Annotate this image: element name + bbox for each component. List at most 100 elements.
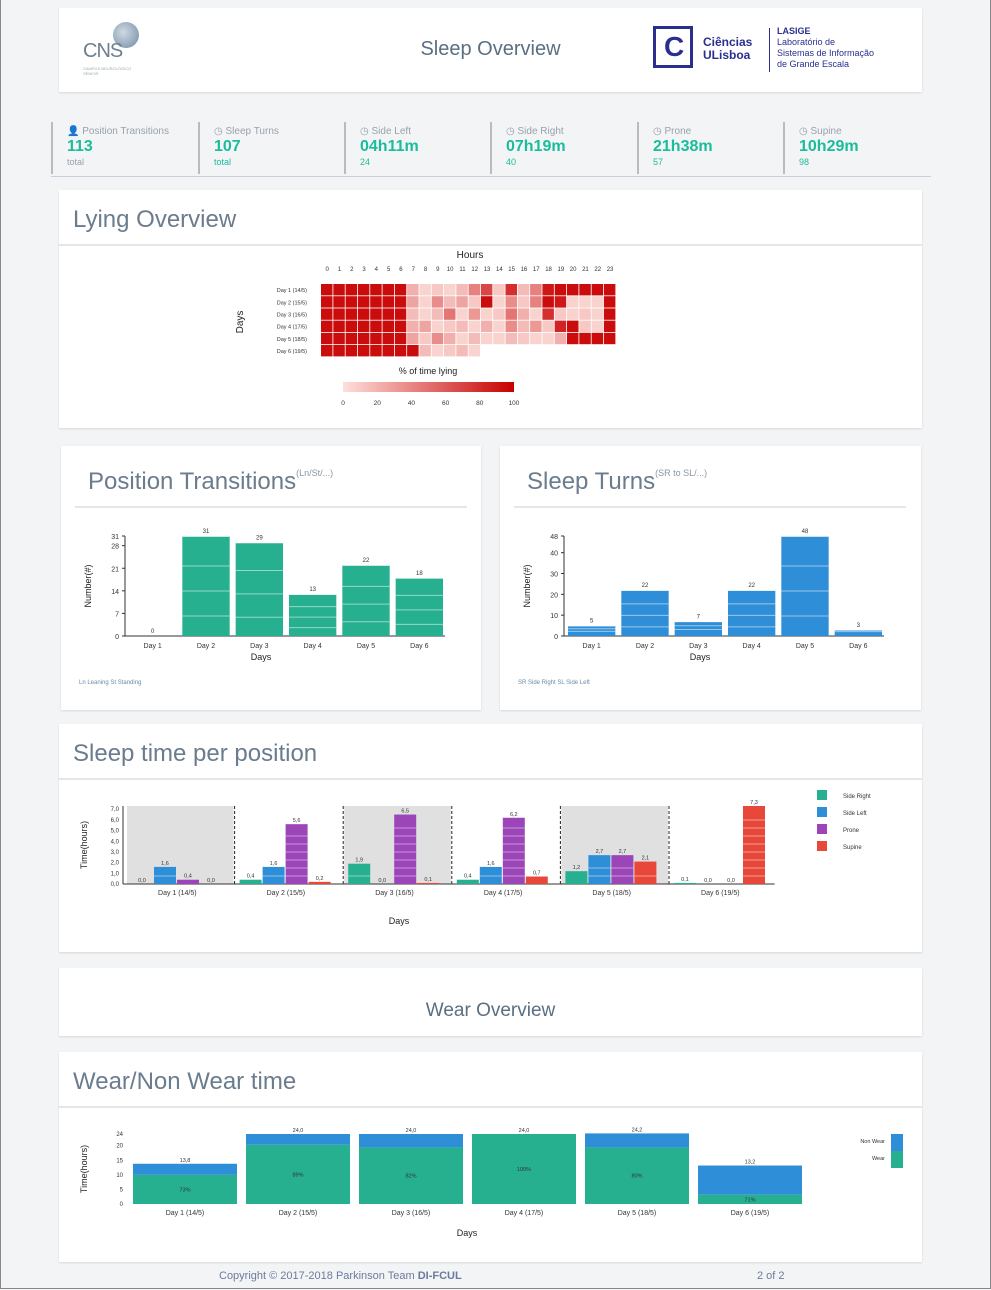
heatmap-cell [321, 345, 333, 357]
heatmap-legend-tick: 0 [341, 400, 345, 407]
heatmap-cell [493, 308, 505, 320]
heatmap-x-tick: 20 [570, 267, 577, 273]
y-tick-label: 5 [120, 1187, 124, 1193]
bar [394, 814, 417, 884]
heatmap-x-tick: 11 [459, 267, 466, 273]
bar [634, 861, 657, 884]
heatmap-y-tick: Day 2 (15/5) [277, 300, 307, 306]
heatmap-x-tick: 7 [412, 267, 416, 273]
globe-icon [113, 22, 139, 48]
heatmap-cell [333, 332, 345, 345]
bar [674, 882, 696, 884]
stat-label: ◷ Side Right [506, 126, 564, 137]
heatmap-cell [407, 345, 419, 357]
y-axis-title: Time(hours) [79, 821, 89, 869]
bar-value-label: 31 [203, 529, 210, 535]
bar-value-label: 1,6 [161, 861, 169, 867]
heatmap-cell [567, 320, 579, 332]
y-tick-label: 10 [550, 613, 558, 620]
heatmap-cell [505, 320, 517, 332]
heatmap-cell [554, 296, 567, 308]
bar-value-label: 1,6 [487, 861, 495, 867]
bar [348, 863, 371, 884]
bar-percent-label: 82% [405, 1174, 416, 1180]
x-tick-label: Day 2 (15/5) [267, 890, 306, 897]
heatmap-cell [345, 296, 358, 308]
day-shading [127, 806, 234, 884]
bar-value-label: 13 [309, 587, 316, 593]
heatmap-x-tick: 13 [484, 267, 491, 273]
heatmap-cell [419, 332, 431, 345]
wear-overview-card: Wear Overview [59, 968, 922, 1036]
heatmap-cell [321, 320, 333, 332]
heatmap-y-title: Days [235, 311, 246, 334]
bar-segment [359, 1134, 463, 1148]
x-axis-title: Days [690, 652, 711, 662]
bar [285, 824, 308, 884]
x-tick-label: Day 2 [636, 643, 654, 650]
heatmap-x-title: Hours [457, 250, 484, 261]
x-tick-label: Day 5 [357, 643, 375, 650]
stat-side-left: ◷ Side Left 04h11m 24 [344, 122, 419, 174]
bar [182, 536, 230, 636]
stat-value: 07h19m [506, 138, 566, 155]
x-tick-label: Day 5 [796, 643, 814, 650]
bar-value-label: 48 [802, 529, 809, 535]
heatmap-cell [394, 308, 407, 320]
heatmap-x-tick: 3 [362, 267, 366, 273]
heatmap-cell [579, 332, 591, 345]
heatmap-cell [382, 284, 394, 296]
heatmap-legend-tick: 100 [509, 400, 520, 407]
x-tick-label: Day 3 [250, 643, 268, 650]
stat-value: 113 [67, 138, 93, 155]
bar [456, 879, 479, 884]
heatmap-cell [394, 332, 407, 345]
stat-label: ◷ Supine [799, 126, 842, 137]
bar-value-label: 0 [151, 629, 155, 635]
y-axis-title: Number(#) [83, 564, 93, 607]
heatmap-legend-tick: 60 [442, 400, 450, 407]
heatmap-cell [407, 284, 419, 296]
stat-label: ◷ Prone [653, 126, 692, 137]
report-header: CNS CAMPUS NEUROLÓGICO SÉNIOR Sleep Over… [59, 8, 922, 92]
heatmap-x-tick: 18 [545, 267, 552, 273]
bar [611, 855, 634, 884]
section-divider [59, 778, 922, 780]
wear-overview-title: Wear Overview [425, 1000, 556, 1021]
heatmap-x-tick: 1 [338, 267, 342, 273]
bar [289, 594, 337, 636]
y-tick-label: 40 [550, 551, 558, 558]
section-title-sleep-time: Sleep time per position [73, 740, 318, 767]
heatmap-legend-tick: 80 [476, 400, 484, 407]
heatmap-cell [444, 332, 456, 345]
bar [239, 879, 262, 884]
heatmap-cell [530, 284, 542, 296]
footer-copyright: Copyright © 2017-2018 Parkinson Team DI-… [219, 1270, 462, 1282]
heatmap-cell [419, 320, 431, 332]
x-tick-label: Day 1 (14/5) [166, 1210, 205, 1217]
heatmap-cell [382, 332, 394, 345]
y-tick-label: 5,0 [111, 829, 120, 835]
stat-sub: total [67, 157, 85, 167]
bar-percent-label: 73% [179, 1187, 190, 1193]
bar [588, 855, 611, 884]
heatmap-x-tick: 16 [521, 267, 528, 273]
heatmap-cell [480, 308, 493, 320]
heatmap-cell [517, 308, 530, 320]
bar-segment [585, 1147, 689, 1204]
heatmap-y-tick: Day 5 (18/5) [277, 337, 307, 343]
heatmap-cell [603, 296, 616, 308]
heatmap-cell [542, 320, 554, 332]
legend-label: Non Wear [860, 1139, 885, 1145]
heatmap-cell [357, 320, 370, 332]
heatmap-cell [431, 284, 444, 296]
bar-value-label: 22 [363, 558, 370, 564]
heatmap-x-tick: 19 [558, 267, 565, 273]
heatmap-cell [480, 320, 493, 332]
heatmap-cell [456, 284, 468, 296]
heatmap-cell [357, 296, 370, 308]
heatmap-cell [357, 308, 370, 320]
y-tick-label: 30 [550, 572, 558, 579]
heatmap-cell [382, 296, 394, 308]
heatmap-x-tick: 4 [375, 267, 379, 273]
